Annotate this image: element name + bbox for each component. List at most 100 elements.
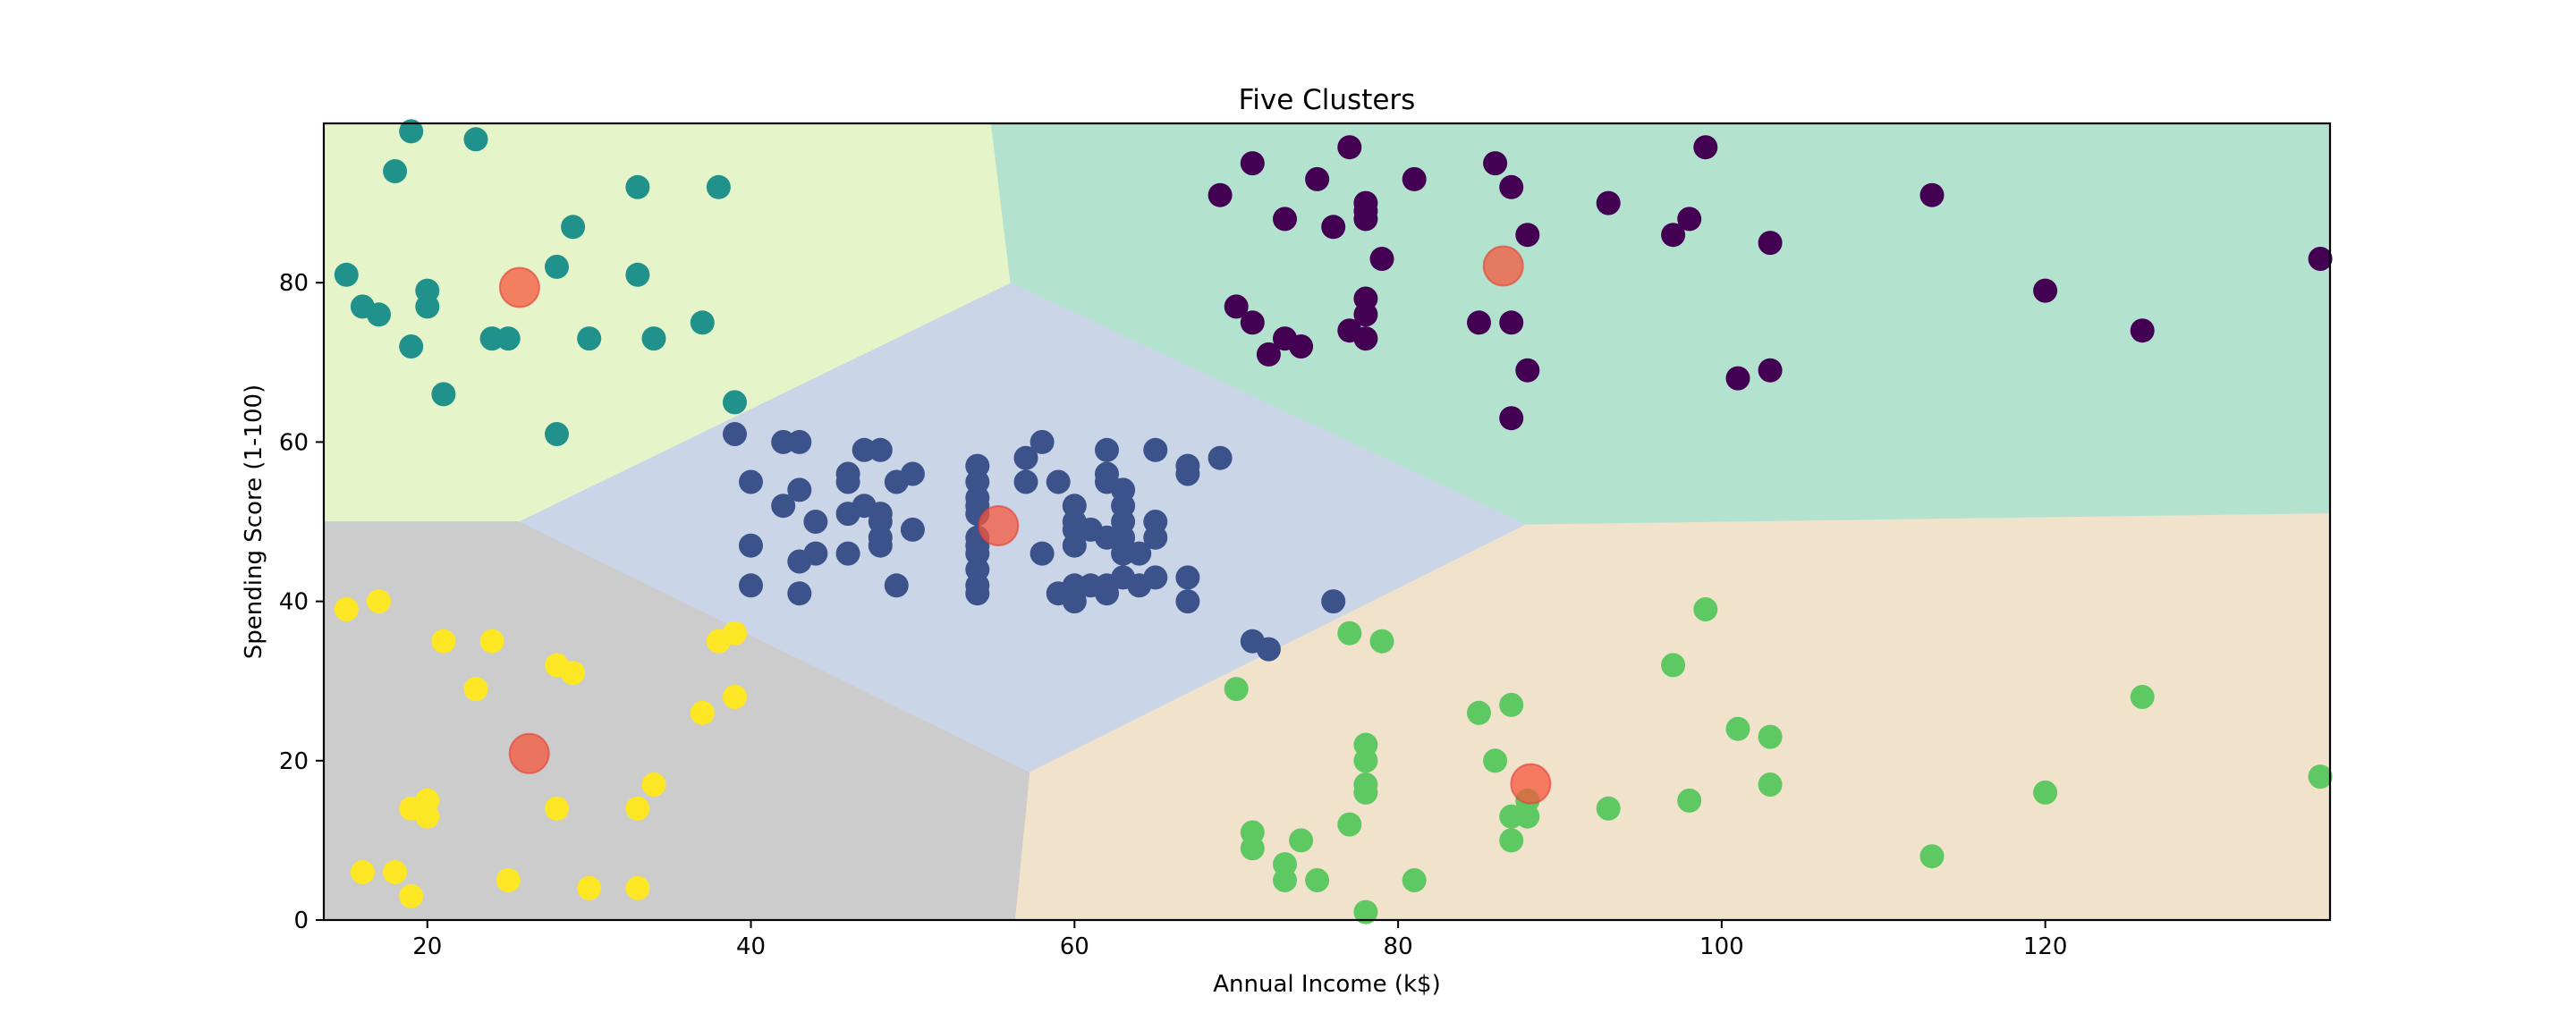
point-cluster-0: [1661, 223, 1686, 248]
point-cluster-4: [641, 772, 666, 797]
centroid-marker: [978, 505, 1020, 546]
point-cluster-3: [1596, 796, 1621, 821]
point-cluster-0: [1499, 174, 1524, 199]
point-cluster-1: [868, 437, 893, 462]
point-cluster-1: [900, 517, 925, 542]
point-cluster-1: [1175, 565, 1200, 590]
point-cluster-4: [334, 597, 359, 621]
x-axis-label: Annual Income (k$): [1213, 971, 1440, 998]
point-cluster-0: [2308, 247, 2333, 271]
point-cluster-4: [690, 700, 715, 725]
point-cluster-3: [1353, 899, 1378, 924]
y-axis-ticks: 0 20 40 60 80: [279, 270, 324, 934]
centroid-marker: [498, 266, 540, 308]
point-cluster-1: [1013, 445, 1038, 470]
point-cluster-3: [1758, 724, 1783, 749]
point-cluster-4: [463, 677, 488, 702]
point-cluster-2: [383, 159, 408, 183]
point-cluster-0: [1467, 310, 1491, 335]
point-cluster-1: [1095, 437, 1119, 462]
point-cluster-1: [1046, 469, 1071, 494]
point-cluster-0: [1321, 215, 1346, 240]
point-cluster-0: [2130, 318, 2155, 343]
point-cluster-4: [496, 868, 521, 892]
centroid-marker: [1510, 763, 1552, 805]
y-tick-label: 80: [279, 270, 309, 297]
point-cluster-3: [1725, 716, 1750, 741]
point-cluster-1: [900, 461, 925, 486]
point-cluster-1: [787, 581, 812, 606]
point-cluster-2: [496, 326, 521, 351]
point-cluster-2: [545, 422, 569, 446]
point-cluster-1: [803, 510, 828, 534]
point-cluster-4: [383, 860, 408, 884]
point-cluster-1: [1143, 525, 1168, 550]
point-cluster-0: [1289, 334, 1314, 359]
point-cluster-0: [1515, 358, 1540, 383]
point-cluster-1: [1256, 637, 1281, 662]
point-cluster-0: [1353, 207, 1378, 232]
point-cluster-2: [367, 302, 391, 327]
point-cluster-1: [739, 533, 763, 558]
point-cluster-3: [2130, 685, 2155, 709]
point-cluster-3: [1337, 621, 1362, 646]
point-cluster-3: [1677, 788, 1702, 813]
point-cluster-1: [739, 573, 763, 598]
point-cluster-0: [1725, 366, 1750, 391]
point-cluster-3: [1353, 780, 1378, 805]
chart-title: Five Clusters: [1239, 84, 1416, 116]
point-cluster-2: [690, 310, 715, 335]
point-cluster-1: [1321, 589, 1346, 614]
point-cluster-1: [965, 581, 990, 606]
x-tick-label: 20: [412, 933, 442, 960]
x-tick-label: 60: [1060, 933, 1089, 960]
point-cluster-4: [625, 875, 650, 900]
point-cluster-0: [1499, 310, 1524, 335]
point-cluster-1: [739, 469, 763, 494]
point-cluster-4: [479, 629, 504, 654]
point-cluster-0: [1353, 302, 1378, 327]
point-cluster-3: [1273, 868, 1297, 892]
point-cluster-4: [625, 796, 650, 821]
x-tick-label: 120: [2023, 933, 2068, 960]
point-cluster-1: [1095, 581, 1119, 606]
point-cluster-2: [577, 326, 602, 351]
point-cluster-0: [1337, 135, 1362, 160]
point-cluster-0: [1693, 135, 1718, 160]
point-cluster-0: [1224, 294, 1249, 319]
point-cluster-0: [1240, 310, 1265, 335]
point-cluster-1: [771, 494, 796, 519]
point-cluster-3: [1289, 828, 1314, 853]
point-cluster-0: [1256, 342, 1281, 367]
y-tick-label: 20: [279, 748, 309, 775]
point-cluster-1: [723, 422, 747, 446]
y-tick-label: 0: [293, 908, 309, 934]
point-cluster-3: [1224, 677, 1249, 702]
point-cluster-3: [1337, 812, 1362, 837]
point-cluster-1: [1143, 437, 1168, 462]
point-cluster-2: [641, 326, 666, 351]
x-tick-label: 100: [1699, 933, 1744, 960]
point-cluster-3: [1499, 692, 1524, 717]
point-cluster-1: [1062, 533, 1087, 558]
point-cluster-1: [803, 541, 828, 566]
point-cluster-2: [723, 390, 747, 415]
point-cluster-0: [1596, 190, 1621, 215]
point-cluster-2: [334, 262, 359, 287]
point-cluster-3: [1919, 844, 1945, 869]
point-cluster-4: [399, 883, 424, 908]
point-cluster-4: [431, 629, 456, 654]
centroid-marker: [508, 732, 550, 774]
x-tick-label: 40: [736, 933, 766, 960]
point-cluster-1: [1175, 589, 1200, 614]
point-cluster-4: [545, 796, 569, 821]
centroid-marker: [1482, 245, 1524, 287]
point-cluster-3: [1467, 700, 1491, 725]
point-cluster-1: [787, 429, 812, 454]
point-cluster-2: [545, 254, 569, 279]
point-cluster-3: [2308, 764, 2333, 789]
point-cluster-1: [1013, 469, 1038, 494]
point-cluster-2: [399, 119, 424, 144]
y-axis-label: Spending Score (1-100): [241, 384, 267, 659]
